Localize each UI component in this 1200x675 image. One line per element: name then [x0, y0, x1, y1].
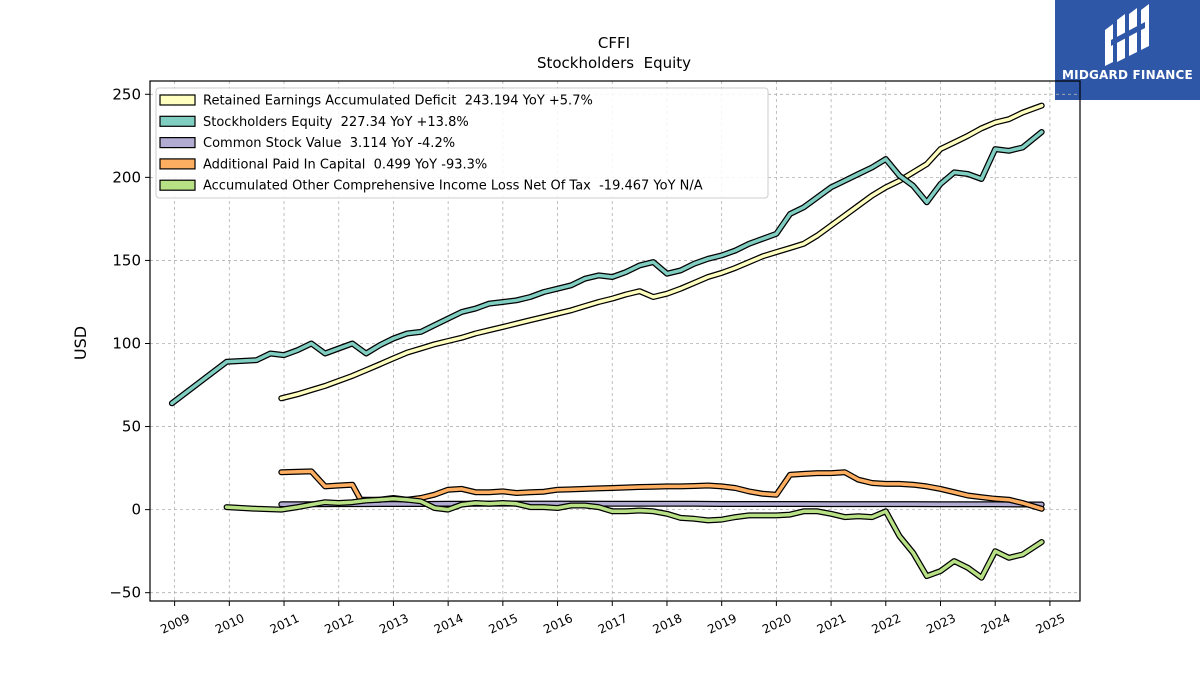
- y-tick-label: 200: [112, 168, 141, 186]
- legend-swatch: [159, 137, 196, 149]
- series-line-fill: [279, 103, 1044, 401]
- y-tick-label: 100: [112, 334, 141, 352]
- x-tick-label: 2017: [596, 611, 630, 637]
- x-tick-label: 2014: [432, 611, 466, 637]
- x-tick-label: 2012: [322, 611, 356, 637]
- legend-label: Common Stock Value 3.114 YoY -4.2%: [203, 136, 455, 151]
- chart-title: CFFI: [598, 34, 630, 52]
- y-tick-label: 50: [122, 418, 141, 436]
- brand-logo: MIDGARD FINANCE: [1055, 0, 1200, 100]
- x-tick-label: 2022: [869, 611, 903, 637]
- plot-frame: [149, 80, 1081, 602]
- x-tick-label: 2018: [651, 611, 685, 637]
- legend-label: Stockholders Equity 227.34 YoY +13.8%: [203, 115, 469, 130]
- series-line-2: [278, 500, 1045, 508]
- x-tick-label: 2024: [979, 611, 1013, 637]
- legend-box: [155, 87, 769, 199]
- y-tick-label: 150: [112, 251, 141, 269]
- x-tick-label: 2011: [268, 611, 302, 637]
- series-line-fill: [224, 497, 1044, 580]
- x-tick-label: 2015: [487, 611, 521, 637]
- brand-name: MIDGARD FINANCE: [1062, 68, 1193, 82]
- y-tick-label: 250: [112, 85, 141, 103]
- x-tick-label: 2020: [760, 611, 794, 637]
- legend-label: Accumulated Other Comprehensive Income L…: [203, 179, 703, 194]
- y-tick-label: −50: [109, 584, 141, 602]
- legend-swatch: [159, 158, 196, 170]
- legend-swatch: [159, 94, 196, 106]
- x-tick-label: 2023: [924, 611, 958, 637]
- y-tick-label: 0: [131, 501, 141, 519]
- legend-label: Additional Paid In Capital 0.499 YoY -93…: [203, 157, 487, 172]
- x-tick-label: 2021: [815, 611, 849, 637]
- x-tick-label: 2009: [158, 611, 192, 637]
- x-tick-label: 2013: [377, 611, 411, 637]
- legend-swatch: [159, 115, 196, 127]
- x-tick-label: 2010: [213, 611, 247, 637]
- y-axis-label: USD: [71, 326, 90, 360]
- legend-label: Retained Earnings Accumulated Deficit 24…: [203, 94, 593, 109]
- series-line-0: [278, 102, 1045, 402]
- legend: Retained Earnings Accumulated Deficit 24…: [155, 87, 769, 199]
- series-line-fill: [279, 501, 1044, 507]
- legend-swatch: [159, 179, 196, 191]
- series-line-1: [168, 129, 1045, 407]
- series-line-fill: [170, 130, 1044, 406]
- x-tick-label: 2019: [705, 611, 739, 637]
- x-tick-label: 2016: [541, 611, 575, 637]
- brand-mark-icon: [1105, 4, 1149, 66]
- series-line-4: [223, 495, 1045, 581]
- chart-subtitle: Stockholders Equity: [537, 54, 691, 72]
- series-lines: [168, 102, 1045, 581]
- x-tick-label: 2025: [1034, 611, 1068, 637]
